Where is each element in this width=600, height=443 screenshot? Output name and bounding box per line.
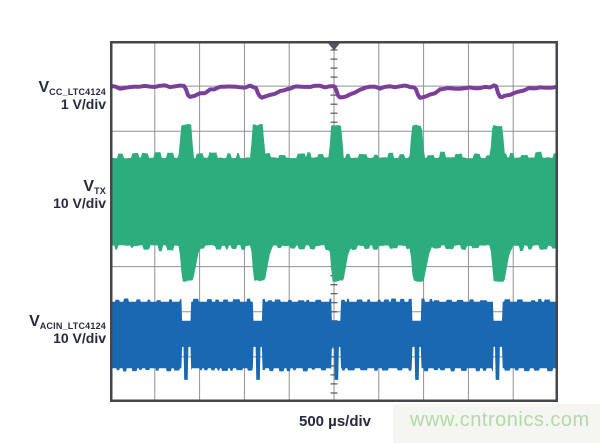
trace-vcc-waveform — [110, 83, 558, 100]
timebase-label: 500 µs/div — [298, 413, 372, 430]
trace-label-vacin-signal: VACIN_LTC4124 — [29, 313, 106, 331]
trigger-marker-icon — [327, 42, 341, 51]
signal-subscript: TX — [94, 186, 106, 196]
trace-scale-vtx: 10 V/div — [53, 195, 106, 212]
watermark-link[interactable]: www.cntronics.com — [410, 409, 590, 431]
trace-vacin-waveform — [110, 298, 558, 380]
scope-display — [110, 41, 558, 402]
trace-vtx-waveform — [110, 124, 558, 282]
signal-name: V — [29, 313, 40, 330]
signal-subscript: ACIN_LTC4124 — [39, 321, 106, 331]
trace-label-vacin: VACIN_LTC4124 10 V/div — [29, 313, 106, 347]
trace-label-vtx: VTX 10 V/div — [53, 178, 106, 212]
trace-scale-vacin: 10 V/div — [53, 330, 106, 347]
signal-name: V — [83, 178, 95, 195]
trace-scale-vcc: 1 V/div — [60, 96, 106, 113]
trace-label-vcc-signal: VCC_LTC4124 — [38, 79, 106, 97]
trace-label-vcc: VCC_LTC4124 1 V/div — [38, 79, 106, 113]
signal-name: V — [38, 79, 50, 96]
scope-border — [110, 41, 558, 402]
signal-subscript: CC_LTC4124 — [49, 87, 106, 97]
watermark-background — [393, 404, 600, 443]
trace-label-vtx-signal: VTX — [53, 178, 106, 196]
